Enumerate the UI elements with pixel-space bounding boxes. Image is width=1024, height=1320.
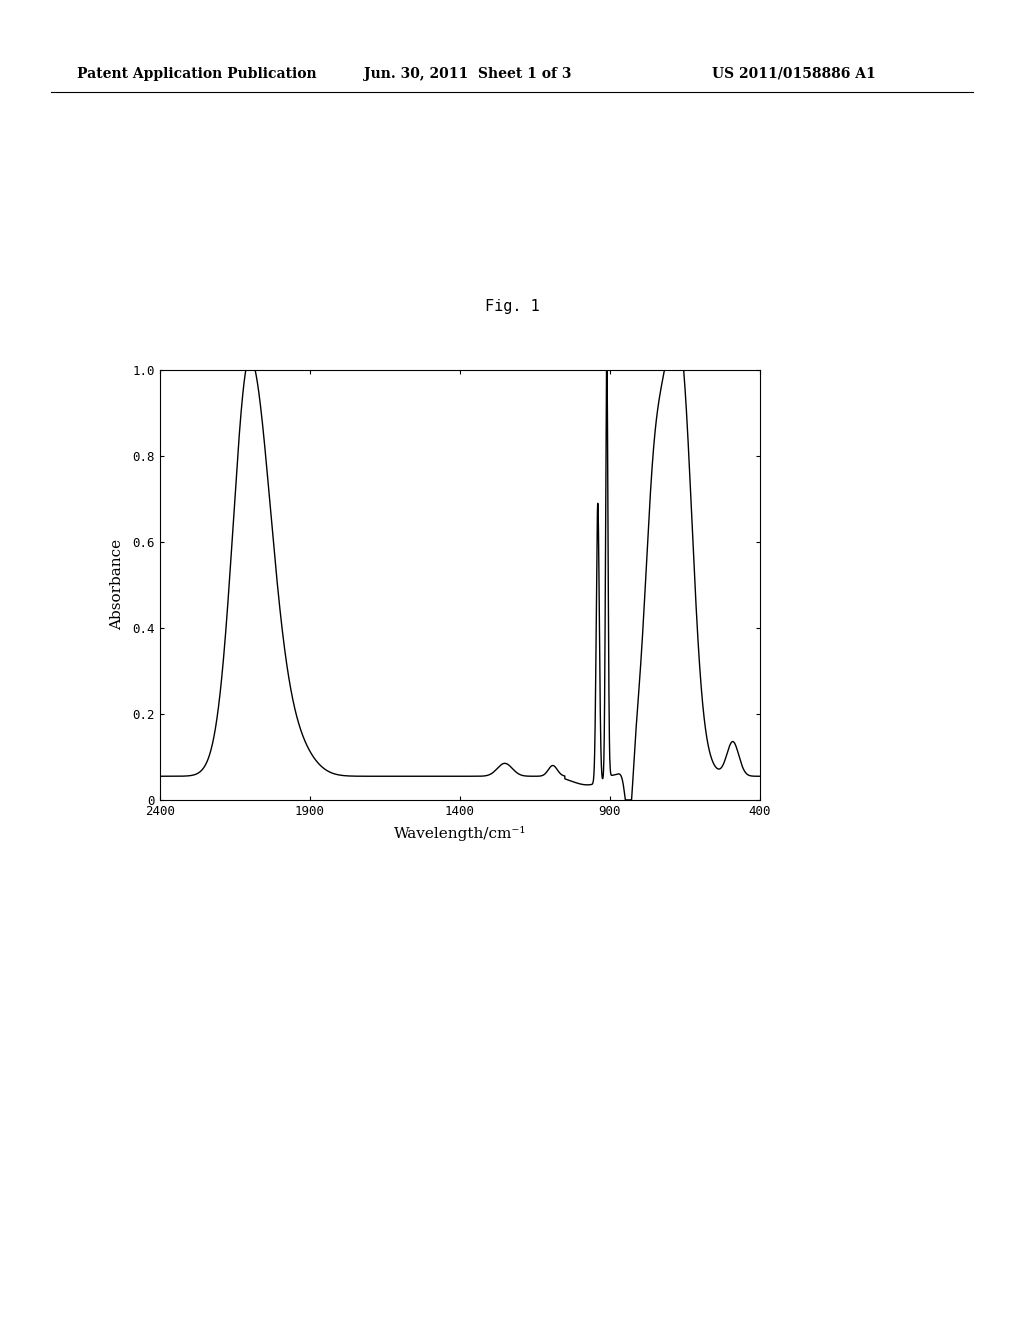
X-axis label: Wavelength/cm⁻¹: Wavelength/cm⁻¹ xyxy=(393,826,526,841)
Y-axis label: Absorbance: Absorbance xyxy=(110,539,124,631)
Text: Patent Application Publication: Patent Application Publication xyxy=(77,67,316,81)
Text: US 2011/0158886 A1: US 2011/0158886 A1 xyxy=(712,67,876,81)
Text: Fig. 1: Fig. 1 xyxy=(484,300,540,314)
Text: Jun. 30, 2011  Sheet 1 of 3: Jun. 30, 2011 Sheet 1 of 3 xyxy=(364,67,571,81)
